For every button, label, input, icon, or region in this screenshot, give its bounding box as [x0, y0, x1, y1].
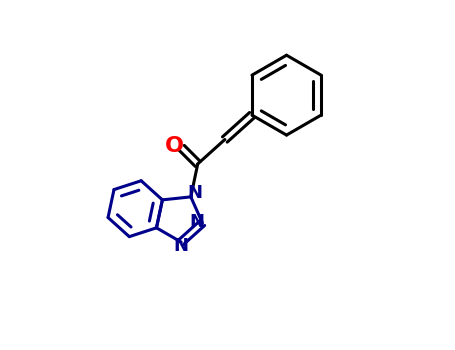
Text: N: N: [190, 213, 205, 231]
Text: N: N: [174, 237, 189, 254]
Text: O: O: [165, 136, 184, 156]
Text: N: N: [188, 184, 203, 202]
